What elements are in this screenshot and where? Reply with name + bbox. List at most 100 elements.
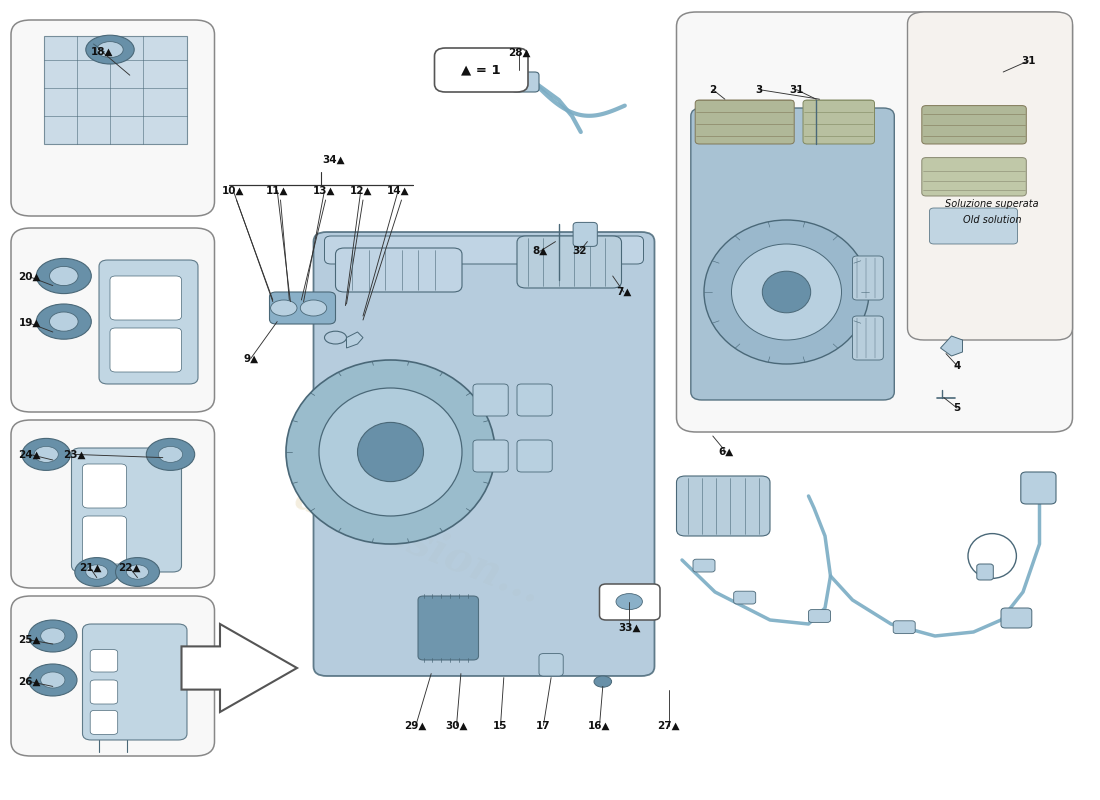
- FancyBboxPatch shape: [434, 48, 528, 92]
- Text: 6▲: 6▲: [718, 447, 734, 457]
- Text: 17: 17: [536, 721, 551, 730]
- FancyBboxPatch shape: [691, 108, 894, 400]
- Ellipse shape: [286, 360, 495, 544]
- Text: 8▲: 8▲: [532, 246, 548, 256]
- FancyBboxPatch shape: [11, 596, 214, 756]
- FancyBboxPatch shape: [72, 448, 182, 572]
- Text: 23▲: 23▲: [64, 450, 86, 459]
- Polygon shape: [182, 624, 297, 712]
- Ellipse shape: [116, 558, 160, 586]
- FancyBboxPatch shape: [600, 584, 660, 620]
- Text: 13▲: 13▲: [314, 186, 336, 195]
- FancyBboxPatch shape: [110, 328, 182, 372]
- FancyBboxPatch shape: [90, 680, 118, 704]
- Ellipse shape: [358, 422, 424, 482]
- Text: 26▲: 26▲: [19, 677, 41, 686]
- Ellipse shape: [319, 388, 462, 516]
- FancyBboxPatch shape: [11, 228, 214, 412]
- Text: 22▲: 22▲: [119, 563, 141, 573]
- Ellipse shape: [732, 244, 842, 340]
- Ellipse shape: [146, 438, 195, 470]
- Text: a passion...: a passion...: [289, 475, 547, 613]
- Ellipse shape: [22, 438, 70, 470]
- Text: 15: 15: [493, 721, 508, 730]
- FancyBboxPatch shape: [922, 158, 1026, 196]
- FancyBboxPatch shape: [314, 232, 654, 676]
- Text: 21▲: 21▲: [79, 563, 101, 573]
- Ellipse shape: [594, 676, 612, 687]
- Ellipse shape: [616, 594, 642, 610]
- Text: ▲ = 1: ▲ = 1: [461, 63, 502, 77]
- Text: 11▲: 11▲: [266, 186, 288, 195]
- Text: 5: 5: [954, 403, 960, 413]
- Ellipse shape: [34, 446, 58, 462]
- FancyBboxPatch shape: [473, 384, 508, 416]
- FancyBboxPatch shape: [336, 248, 462, 292]
- Ellipse shape: [41, 672, 65, 688]
- Ellipse shape: [36, 258, 91, 294]
- Text: 28▲: 28▲: [508, 48, 530, 58]
- FancyBboxPatch shape: [977, 564, 993, 580]
- FancyBboxPatch shape: [852, 316, 883, 360]
- Text: 31: 31: [789, 85, 804, 94]
- FancyBboxPatch shape: [11, 20, 214, 216]
- Text: 10▲: 10▲: [222, 186, 244, 195]
- FancyBboxPatch shape: [82, 624, 187, 740]
- Text: 33▲: 33▲: [618, 623, 640, 633]
- Text: 32: 32: [572, 246, 587, 256]
- FancyBboxPatch shape: [1021, 472, 1056, 504]
- Text: 30▲: 30▲: [446, 721, 468, 730]
- Ellipse shape: [41, 628, 65, 644]
- FancyBboxPatch shape: [517, 384, 552, 416]
- FancyBboxPatch shape: [893, 621, 915, 634]
- Ellipse shape: [271, 300, 297, 316]
- Text: 3: 3: [756, 85, 762, 94]
- Text: 34▲: 34▲: [322, 155, 344, 165]
- FancyBboxPatch shape: [418, 596, 478, 660]
- FancyBboxPatch shape: [695, 100, 794, 144]
- Text: 4: 4: [954, 361, 960, 370]
- Text: 19▲: 19▲: [19, 318, 41, 328]
- Ellipse shape: [36, 304, 91, 339]
- Text: 27▲: 27▲: [658, 721, 680, 730]
- FancyBboxPatch shape: [922, 106, 1026, 144]
- FancyBboxPatch shape: [808, 610, 830, 622]
- FancyBboxPatch shape: [90, 710, 118, 734]
- Text: 2: 2: [710, 85, 716, 94]
- FancyBboxPatch shape: [517, 236, 622, 288]
- Ellipse shape: [50, 312, 78, 331]
- Text: Soluzione superata: Soluzione superata: [945, 199, 1040, 209]
- Ellipse shape: [86, 35, 134, 64]
- Polygon shape: [346, 332, 363, 348]
- FancyBboxPatch shape: [908, 12, 1072, 340]
- FancyBboxPatch shape: [324, 236, 644, 264]
- Text: 31: 31: [1021, 56, 1036, 66]
- FancyBboxPatch shape: [852, 256, 883, 300]
- Ellipse shape: [158, 446, 183, 462]
- FancyBboxPatch shape: [693, 559, 715, 572]
- Ellipse shape: [29, 620, 77, 652]
- Text: 7▲: 7▲: [616, 287, 631, 297]
- Text: 14▲: 14▲: [387, 186, 409, 195]
- FancyBboxPatch shape: [99, 260, 198, 384]
- Ellipse shape: [126, 565, 148, 579]
- Ellipse shape: [704, 220, 869, 364]
- FancyBboxPatch shape: [539, 654, 563, 676]
- Ellipse shape: [50, 266, 78, 286]
- Text: 20▲: 20▲: [19, 272, 41, 282]
- FancyBboxPatch shape: [1001, 608, 1032, 628]
- FancyBboxPatch shape: [930, 208, 1018, 244]
- Ellipse shape: [75, 558, 119, 586]
- FancyBboxPatch shape: [517, 440, 552, 472]
- FancyBboxPatch shape: [676, 12, 1072, 432]
- Ellipse shape: [29, 664, 77, 696]
- Ellipse shape: [762, 271, 811, 313]
- FancyBboxPatch shape: [734, 591, 756, 604]
- FancyBboxPatch shape: [110, 276, 182, 320]
- FancyBboxPatch shape: [473, 440, 508, 472]
- FancyBboxPatch shape: [270, 292, 336, 324]
- FancyBboxPatch shape: [512, 72, 539, 92]
- FancyBboxPatch shape: [90, 650, 118, 672]
- Text: 24▲: 24▲: [19, 450, 41, 459]
- FancyBboxPatch shape: [82, 464, 126, 508]
